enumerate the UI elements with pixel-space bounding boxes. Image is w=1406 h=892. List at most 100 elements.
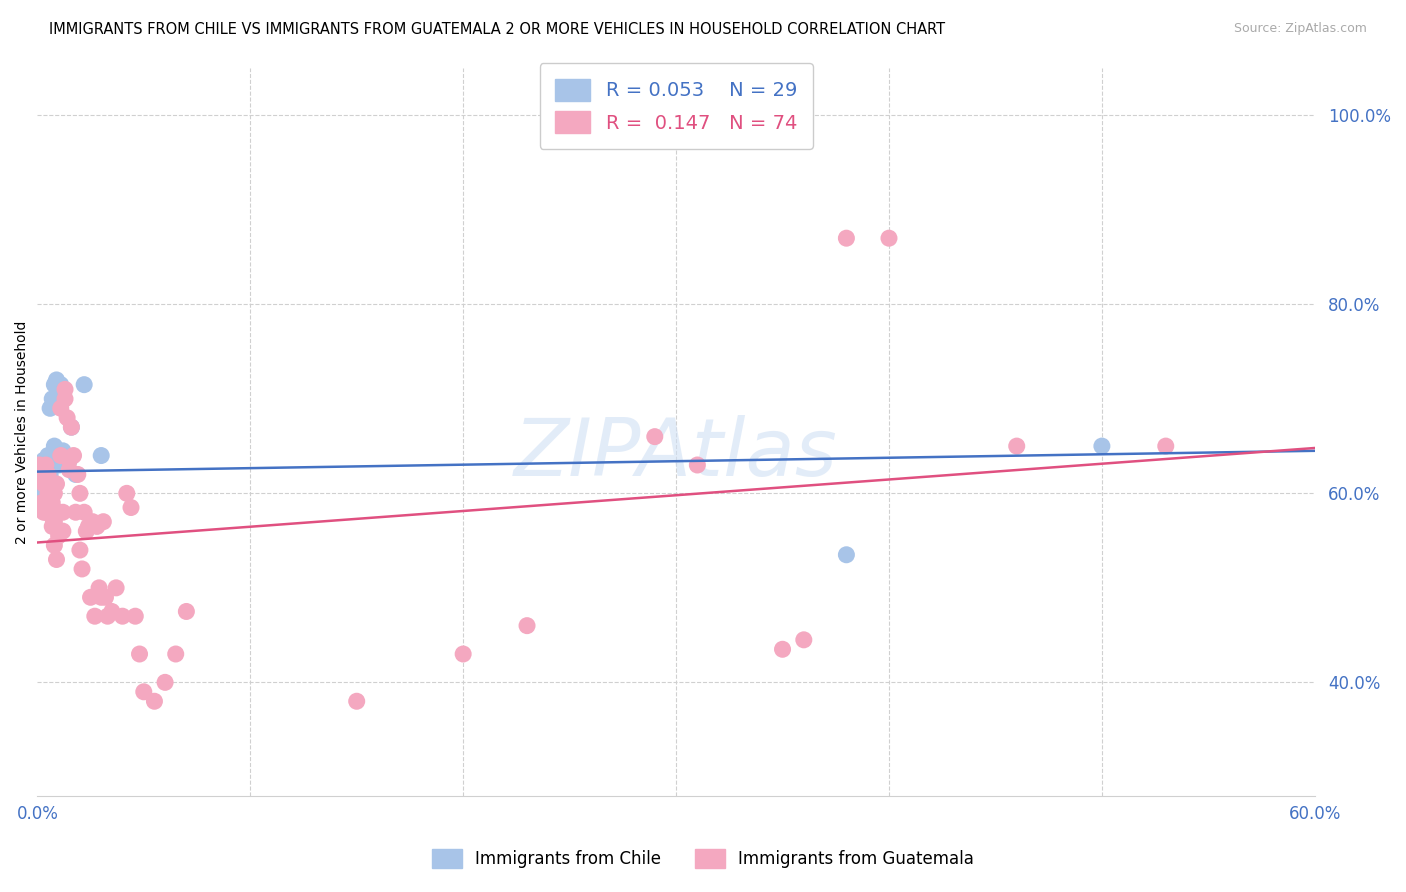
Point	[44, 515, 66, 529]
Point	[128, 647, 150, 661]
Point	[39, 505, 62, 519]
Point	[58, 453, 80, 467]
Point	[83, 609, 105, 624]
Point	[48, 392, 70, 406]
Point	[346, 694, 368, 708]
Point	[44, 538, 66, 552]
Point	[153, 675, 176, 690]
Point	[90, 591, 112, 605]
Point	[37, 486, 59, 500]
Point	[37, 449, 59, 463]
Point	[31, 472, 53, 486]
Point	[58, 453, 80, 467]
Point	[39, 458, 62, 472]
Point	[111, 609, 134, 624]
Point	[37, 472, 59, 486]
Point	[39, 476, 62, 491]
Point	[70, 562, 93, 576]
Point	[39, 467, 62, 482]
Point	[75, 524, 97, 538]
Point	[86, 519, 108, 533]
Point	[52, 443, 75, 458]
Point	[516, 618, 538, 632]
Point	[32, 453, 55, 467]
Point	[48, 529, 70, 543]
Point	[44, 377, 66, 392]
Point	[32, 505, 55, 519]
Point	[28, 458, 51, 472]
Point	[1154, 439, 1177, 453]
Point	[90, 449, 112, 463]
Point	[94, 591, 117, 605]
Point	[52, 505, 75, 519]
Point	[877, 231, 900, 245]
Point	[45, 373, 67, 387]
Point	[686, 458, 709, 472]
Point	[1091, 439, 1114, 453]
Point	[41, 510, 63, 524]
Point	[772, 642, 794, 657]
Point	[60, 420, 83, 434]
Point	[49, 449, 72, 463]
Point	[28, 467, 51, 482]
Point	[91, 515, 114, 529]
Point	[143, 694, 166, 708]
Point	[49, 377, 72, 392]
Point	[44, 439, 66, 453]
Point	[32, 476, 55, 491]
Legend: R = 0.053    N = 29, R =  0.147   N = 74: R = 0.053 N = 29, R = 0.147 N = 74	[540, 63, 813, 149]
Point	[97, 609, 120, 624]
Point	[79, 591, 101, 605]
Point	[31, 496, 53, 510]
Point	[66, 467, 89, 482]
Point	[41, 496, 63, 510]
Point	[115, 486, 138, 500]
Point	[1005, 439, 1028, 453]
Point	[32, 496, 55, 510]
Point	[835, 231, 858, 245]
Point	[28, 467, 51, 482]
Point	[35, 467, 58, 482]
Point	[73, 505, 96, 519]
Point	[44, 486, 66, 500]
Point	[48, 458, 70, 472]
Point	[52, 524, 75, 538]
Point	[53, 392, 76, 406]
Point	[835, 548, 858, 562]
Point	[32, 463, 55, 477]
Point	[35, 505, 58, 519]
Point	[37, 467, 59, 482]
Point	[165, 647, 187, 661]
Point	[41, 392, 63, 406]
Point	[60, 420, 83, 434]
Point	[176, 605, 198, 619]
Point	[58, 463, 80, 477]
Point	[35, 458, 58, 472]
Point	[62, 449, 84, 463]
Point	[31, 463, 53, 477]
Point	[53, 383, 76, 397]
Point	[45, 476, 67, 491]
Point	[101, 605, 124, 619]
Point	[28, 458, 51, 472]
Point	[793, 632, 815, 647]
Point	[77, 519, 100, 533]
Point	[120, 500, 142, 515]
Text: Source: ZipAtlas.com: Source: ZipAtlas.com	[1233, 22, 1367, 36]
Point	[124, 609, 146, 624]
Point	[132, 685, 155, 699]
Point	[69, 543, 91, 558]
Point	[451, 647, 474, 661]
Point	[45, 552, 67, 566]
Point	[65, 467, 87, 482]
Point	[39, 401, 62, 416]
Y-axis label: 2 or more Vehicles in Household: 2 or more Vehicles in Household	[15, 320, 30, 543]
Text: IMMIGRANTS FROM CHILE VS IMMIGRANTS FROM GUATEMALA 2 OR MORE VEHICLES IN HOUSEHO: IMMIGRANTS FROM CHILE VS IMMIGRANTS FROM…	[49, 22, 945, 37]
Point	[31, 472, 53, 486]
Point	[82, 515, 104, 529]
Legend: Immigrants from Chile, Immigrants from Guatemala: Immigrants from Chile, Immigrants from G…	[426, 842, 980, 875]
Point	[73, 377, 96, 392]
Point	[105, 581, 128, 595]
Text: ZIPAtlas: ZIPAtlas	[515, 415, 838, 492]
Point	[56, 410, 79, 425]
